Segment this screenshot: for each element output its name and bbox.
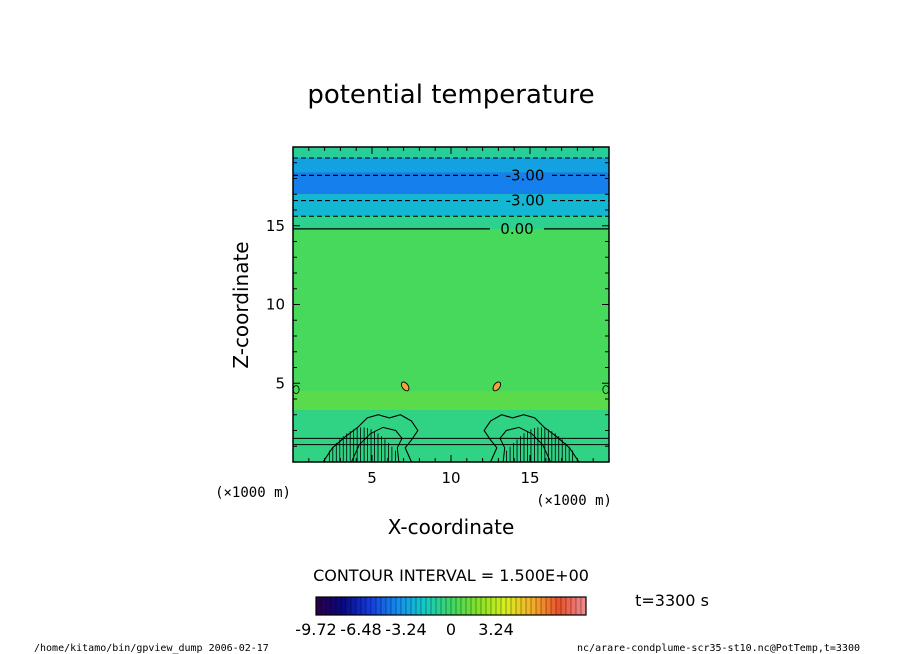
colorbar-segment xyxy=(581,597,587,615)
colorbar-segment xyxy=(576,597,582,615)
colorbar-segment xyxy=(526,597,532,615)
x-unit-label-right: (×1000 m) xyxy=(536,493,612,509)
colorbar-tick-label: -9.72 xyxy=(295,620,336,639)
colorbar-segment xyxy=(421,597,427,615)
colorbar-segment xyxy=(486,597,492,615)
colorbar xyxy=(315,596,587,616)
contour-label: -3.00 xyxy=(506,192,545,210)
colorbar-segment xyxy=(341,597,347,615)
heatmap-band xyxy=(293,216,609,229)
x-unit-label-left: (×1000 m) xyxy=(215,485,291,501)
contour-label: 0.00 xyxy=(500,220,533,238)
contour-lines: -3.00 -3.00 0.00 xyxy=(293,157,609,446)
plume-inner-contour xyxy=(499,426,551,462)
plume-outline xyxy=(483,414,580,462)
colorbar-tick-label: 0 xyxy=(446,620,456,639)
colorbar-segment xyxy=(556,597,562,615)
colorbar-segment xyxy=(496,597,502,615)
time-text: t=3300 s xyxy=(635,591,709,610)
colorbar-segment xyxy=(471,597,477,615)
colorbar-tick-label: -3.24 xyxy=(385,620,426,639)
colorbar-segment xyxy=(451,597,457,615)
heatmap-band xyxy=(293,172,609,195)
colorbar-segment xyxy=(381,597,387,615)
footer-right-text: nc/arare-condplume-scr35-st10.nc@PotTemp… xyxy=(577,643,860,654)
colorbar-segment xyxy=(516,597,522,615)
colorbar-tick-label: -6.48 xyxy=(340,620,381,639)
x-tick-label: 15 xyxy=(520,469,539,487)
y-tick-label: 15 xyxy=(266,217,285,235)
colorbar-segment xyxy=(491,597,497,615)
colorbar-segment xyxy=(321,597,327,615)
colorbar-segment xyxy=(416,597,422,615)
colorbar-segment xyxy=(331,597,337,615)
contour-label: -3.00 xyxy=(506,166,545,184)
colorbar-labels: -9.72 -6.48 -3.24 0 3.24 xyxy=(295,620,514,639)
colorbar-segment xyxy=(511,597,517,615)
colorbar-segment xyxy=(561,597,567,615)
heatmap-band xyxy=(293,194,609,217)
colorbar-segment xyxy=(371,597,377,615)
colorbar-segment xyxy=(551,597,557,615)
colorbar-segment xyxy=(326,597,332,615)
colorbar-segment xyxy=(346,597,352,615)
plume-thermal xyxy=(400,381,410,392)
colorbar-segment xyxy=(446,597,452,615)
colorbar-segment xyxy=(411,597,417,615)
colorbar-segment xyxy=(571,597,577,615)
colorbar-segment xyxy=(546,597,552,615)
colorbar-segment xyxy=(506,597,512,615)
plume-contours xyxy=(293,381,609,462)
colorbar-segment xyxy=(406,597,412,615)
x-axis-title: X-coordinate xyxy=(388,515,515,539)
colorbar-segment xyxy=(541,597,547,615)
plume-thermal xyxy=(492,381,502,392)
footer-left-text: /home/kitamo/bin/gpview_dump 2006-02-17 xyxy=(34,643,269,654)
colorbar-segment xyxy=(521,597,527,615)
contour-interval-text: CONTOUR INTERVAL = 1.500E+00 xyxy=(313,566,589,585)
heatmap-band xyxy=(293,410,609,462)
colorbar-segment xyxy=(336,597,342,615)
heatmap-band xyxy=(293,391,609,411)
colorbar-segment xyxy=(376,597,382,615)
plume-inner-contour xyxy=(351,426,403,462)
plume-outline xyxy=(322,414,419,462)
colorbar-segment xyxy=(401,597,407,615)
x-tick-label: 5 xyxy=(367,469,377,487)
colorbar-segment xyxy=(386,597,392,615)
colorbar-segment xyxy=(456,597,462,615)
x-tick-label: 10 xyxy=(441,469,460,487)
colorbar-tick-label: 3.24 xyxy=(478,620,514,639)
colorbar-segment xyxy=(361,597,367,615)
colorbar-segment xyxy=(426,597,432,615)
y-tick-label: 10 xyxy=(266,296,285,314)
colorbar-segment xyxy=(501,597,507,615)
colorbar-segment xyxy=(436,597,442,615)
colorbar-segment xyxy=(356,597,362,615)
heatmap-band xyxy=(293,228,609,392)
colorbar-segment xyxy=(431,597,437,615)
heatmap-bands xyxy=(293,147,609,462)
colorbar-segment xyxy=(351,597,357,615)
plot-area: -3.00 -3.00 0.00 5 10 15 5 10 15 xyxy=(266,146,610,487)
colorbar-segment xyxy=(391,597,397,615)
colorbar-segment xyxy=(481,597,487,615)
colorbar-segment xyxy=(466,597,472,615)
colorbar-segment xyxy=(366,597,372,615)
colorbar-segment xyxy=(531,597,537,615)
colorbar-segment xyxy=(566,597,572,615)
colorbar-segment xyxy=(461,597,467,615)
colorbar-segment xyxy=(476,597,482,615)
colorbar-segment xyxy=(441,597,447,615)
colorbar-frame xyxy=(315,596,587,616)
chart-title: potential temperature xyxy=(307,80,594,110)
axis-ticks: 5 10 15 5 10 15 xyxy=(266,147,609,487)
heatmap-band xyxy=(293,158,609,173)
y-axis-title: Z-coordinate xyxy=(229,241,253,368)
colorbar-segment xyxy=(396,597,402,615)
colorbar-segment xyxy=(316,597,322,615)
colorbar-segment xyxy=(536,597,542,615)
y-tick-label: 5 xyxy=(275,374,285,392)
